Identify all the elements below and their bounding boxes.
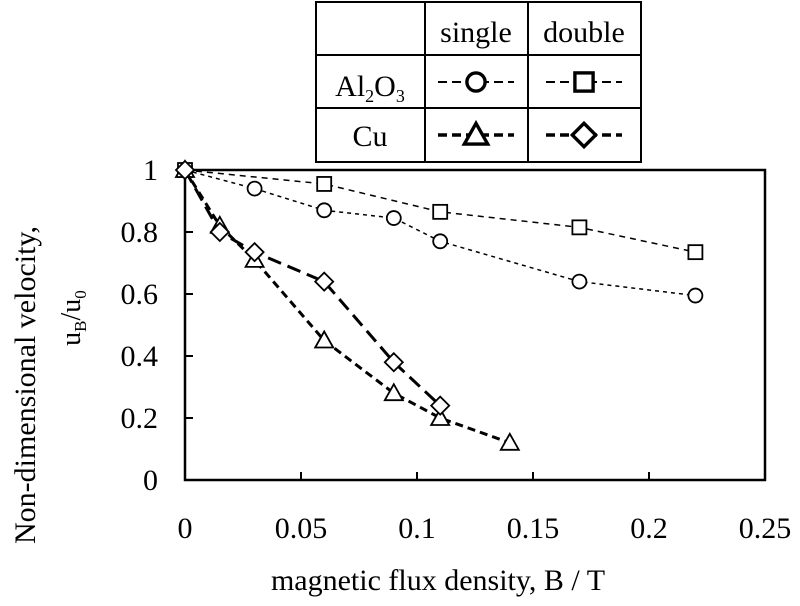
x-tick-label: 0.1 xyxy=(398,512,436,545)
y-axis-label: Non-dimensional velocity, uB/u0 xyxy=(9,226,90,544)
data-point-diamond xyxy=(429,395,451,416)
data-point-triangle xyxy=(313,329,335,349)
legend-sample-cu-single xyxy=(438,119,514,146)
data-point-circle xyxy=(687,287,704,304)
legend-marker-circle xyxy=(465,71,487,93)
x-axis-ticks: 0 0.05 0.1 0.15 0.2 0.25 xyxy=(178,472,792,545)
legend-marker-diamond xyxy=(569,120,599,150)
legend-sample-cu-double xyxy=(546,120,622,150)
legend-sample-al2o3-single xyxy=(438,71,514,93)
y-tick-label: 0.6 xyxy=(121,278,159,311)
x-tick-label: 0.15 xyxy=(507,512,560,545)
series-al2o3-single xyxy=(177,162,704,304)
series-cu-single xyxy=(174,159,521,451)
legend-table: single double Al2O3 Cu xyxy=(315,1,642,163)
series-layer xyxy=(174,159,704,451)
x-tick-label: 0.2 xyxy=(630,512,668,545)
legend-col-header-single: single xyxy=(440,16,512,49)
data-point-circle xyxy=(571,273,588,290)
legend-row-header-al2o3: Al2O3 xyxy=(335,70,405,106)
legend-sample-al2o3-double xyxy=(546,71,622,93)
data-point-triangle xyxy=(499,431,521,451)
data-point-diamond xyxy=(174,159,196,181)
data-point-square xyxy=(432,203,449,220)
x-tick-label: 0.25 xyxy=(739,512,792,545)
data-point-circle xyxy=(432,233,449,250)
y-axis-label-line2: uB/u0 xyxy=(56,290,90,346)
legend-samples xyxy=(438,71,622,150)
x-tick-label: 0.05 xyxy=(275,512,328,545)
legend-row-header-cu: Cu xyxy=(352,120,387,153)
legend-col-header-double: double xyxy=(543,16,625,49)
data-point-triangle xyxy=(429,407,451,426)
data-point-square xyxy=(316,176,333,192)
data-point-diamond xyxy=(209,221,231,243)
data-point-circle xyxy=(246,180,263,197)
series-line xyxy=(183,169,442,407)
y-tick-label: 0.4 xyxy=(121,340,159,373)
data-point-square xyxy=(571,219,588,236)
data-point-square xyxy=(687,244,704,261)
data-point-circle xyxy=(385,210,402,226)
y-tick-label: 0.2 xyxy=(121,402,159,435)
data-point-diamond xyxy=(244,241,265,263)
data-point-triangle xyxy=(383,382,405,402)
legend-marker-triangle xyxy=(461,119,491,146)
data-point-diamond xyxy=(383,351,405,373)
data-point-diamond xyxy=(313,271,335,292)
y-axis-ticks: 0 0.2 0.4 0.6 0.8 1 xyxy=(121,154,193,497)
series-line xyxy=(184,169,696,253)
x-tick-label: 0 xyxy=(178,512,193,545)
x-axis-label: magnetic flux density, B / T xyxy=(271,564,605,597)
data-point-circle xyxy=(316,202,333,219)
plot-area xyxy=(183,168,767,482)
y-tick-label: 1 xyxy=(143,154,158,187)
y-tick-label: 0 xyxy=(143,464,158,497)
y-tick-label: 0.8 xyxy=(121,216,159,249)
series-cu-double xyxy=(174,159,451,416)
legend-marker-square xyxy=(573,71,595,93)
y-axis-label-line1: Non-dimensional velocity, xyxy=(9,226,42,544)
